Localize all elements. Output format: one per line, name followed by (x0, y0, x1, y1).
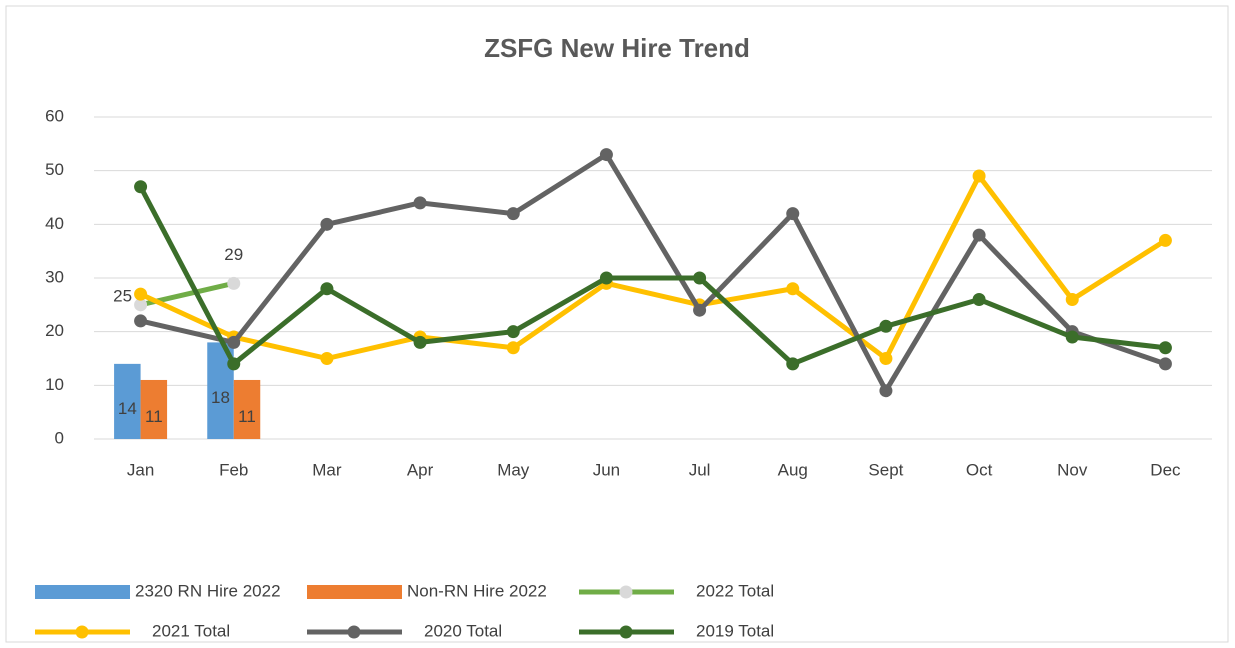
legend-swatch (307, 585, 402, 599)
marker (599, 148, 613, 162)
marker (506, 207, 520, 221)
x-tick-label: Dec (1150, 460, 1181, 479)
marker (972, 292, 986, 306)
legend-marker (347, 625, 361, 639)
bar (114, 363, 141, 439)
marker (879, 352, 893, 365)
marker (227, 335, 241, 349)
data-label: 11 (145, 407, 163, 426)
line (138, 185, 1166, 367)
x-tick-label: Jun (593, 460, 620, 479)
y-tick-label: 10 (45, 375, 64, 394)
marker (320, 282, 334, 296)
marker (320, 352, 334, 365)
line (140, 152, 1167, 394)
x-tick-label: Oct (966, 460, 993, 479)
marker (1065, 330, 1079, 344)
y-tick-label: 20 (45, 321, 64, 340)
x-tick-label: Sept (868, 460, 903, 479)
legend-label: 2320 RN Hire 2022 (135, 581, 281, 600)
marker (786, 357, 800, 371)
x-tick-label: Nov (1057, 460, 1088, 479)
legend-marker (619, 625, 633, 639)
y-tick-label: 50 (45, 160, 64, 179)
marker (320, 217, 334, 231)
x-tick-label: Feb (219, 460, 248, 479)
legend-marker (75, 625, 89, 639)
x-tick-label: Jan (127, 460, 154, 479)
marker (413, 196, 427, 210)
bar (233, 379, 261, 439)
marker (413, 335, 427, 349)
marker (693, 271, 707, 285)
y-tick-label: 0 (55, 428, 64, 447)
marker (786, 282, 800, 296)
chart-title: ZSFG New Hire Trend (484, 33, 750, 63)
legend-label: 2022 Total (696, 581, 774, 600)
marker (227, 357, 241, 371)
data-label: 14 (118, 399, 137, 418)
legend-label: Non-RN Hire 2022 (407, 581, 547, 600)
marker (693, 303, 707, 317)
data-label: 18 (211, 388, 230, 407)
marker (879, 319, 893, 333)
marker (1158, 233, 1172, 247)
x-tick-label: Jul (689, 460, 711, 479)
line (139, 173, 1167, 361)
x-tick-label: May (497, 460, 530, 479)
marker (134, 298, 148, 312)
marker (134, 314, 148, 328)
marker (506, 325, 520, 339)
marker (134, 287, 148, 301)
marker (599, 271, 613, 285)
data-label: 11 (238, 407, 256, 426)
legend-marker (619, 585, 633, 599)
marker (1158, 357, 1172, 371)
marker (879, 384, 893, 398)
x-tick-label: Mar (312, 460, 342, 479)
legend-swatch (35, 585, 130, 599)
marker (972, 169, 986, 183)
marker (972, 228, 986, 242)
marker (1158, 341, 1172, 355)
marker (506, 341, 520, 355)
data-label: 25 (113, 286, 132, 305)
marker (134, 180, 148, 194)
x-tick-label: Apr (407, 460, 434, 479)
legend-label: 2021 Total (152, 621, 230, 640)
marker (1065, 292, 1079, 306)
y-tick-label: 40 (45, 214, 64, 233)
legend-label: 2020 Total (424, 621, 502, 640)
marker (786, 207, 800, 221)
bar (140, 379, 168, 439)
y-tick-label: 60 (45, 106, 64, 125)
marker (227, 276, 241, 290)
y-tick-label: 30 (45, 267, 64, 286)
data-label: 29 (224, 245, 243, 264)
legend-label: 2019 Total (696, 621, 774, 640)
x-tick-label: Aug (778, 460, 808, 479)
